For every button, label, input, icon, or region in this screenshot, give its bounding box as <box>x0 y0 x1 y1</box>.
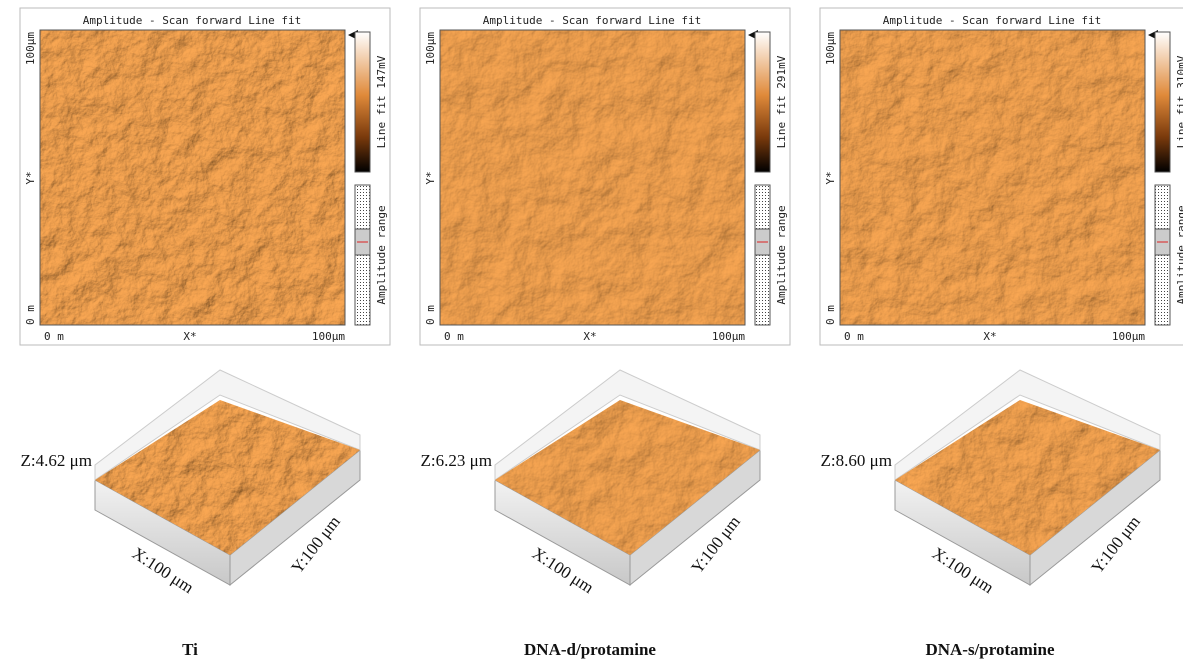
x-label: X* <box>583 330 596 343</box>
colorbar-label: Line fit 310mV <box>1175 55 1183 148</box>
range-label: Amplitude range <box>375 205 388 304</box>
x-right: 100µm <box>712 330 745 343</box>
z-label: Z:6.23 μm <box>421 451 492 470</box>
back-wall <box>94 369 361 481</box>
x-left: 0 m <box>844 330 864 343</box>
x-left: 0 m <box>44 330 64 343</box>
surface <box>895 400 1160 555</box>
colorbar <box>1154 31 1171 173</box>
caption: Ti <box>182 640 198 659</box>
surface <box>95 400 360 555</box>
y-label: Y* <box>424 171 437 184</box>
colorbar <box>354 31 371 173</box>
x-label: X* <box>183 330 196 343</box>
z-label: Z:4.62 μm <box>21 451 92 470</box>
y-top: 100µm <box>424 32 437 65</box>
y-top: 100µm <box>24 32 37 65</box>
y-label: Y* <box>24 171 37 184</box>
scan-title: Amplitude - Scan forward Line fit <box>83 14 302 27</box>
scan-image <box>440 30 745 325</box>
colorbar-label: Line fit 291mV <box>775 55 788 148</box>
surface <box>495 400 760 555</box>
x-label: X* <box>983 330 996 343</box>
x-left: 0 m <box>444 330 464 343</box>
scan-frame <box>839 29 1146 326</box>
y-bottom: 0 m <box>424 305 437 325</box>
range-label: Amplitude range <box>775 205 788 304</box>
scan-frame <box>39 29 346 326</box>
scan-image <box>40 30 345 325</box>
range-label: Amplitude range <box>1175 205 1183 304</box>
x-right: 100µm <box>312 330 345 343</box>
scan-title: Amplitude - Scan forward Line fit <box>483 14 702 27</box>
scan-image <box>840 30 1145 325</box>
colorbar <box>754 31 771 173</box>
base-right <box>629 448 761 587</box>
scan-frame <box>439 29 746 326</box>
x-right: 100µm <box>1112 330 1145 343</box>
y-top: 100µm <box>824 32 837 65</box>
back-wall <box>894 369 1161 481</box>
y-bottom: 0 m <box>24 305 37 325</box>
back-wall <box>494 369 761 481</box>
caption: DNA-d/protamine <box>524 640 656 659</box>
scan-title: Amplitude - Scan forward Line fit <box>883 14 1102 27</box>
z-label: Z:8.60 μm <box>821 451 892 470</box>
caption: DNA-s/protamine <box>925 640 1055 659</box>
y-label: Y* <box>824 171 837 184</box>
colorbar-label: Line fit 147mV <box>375 55 388 148</box>
y-bottom: 0 m <box>824 305 837 325</box>
